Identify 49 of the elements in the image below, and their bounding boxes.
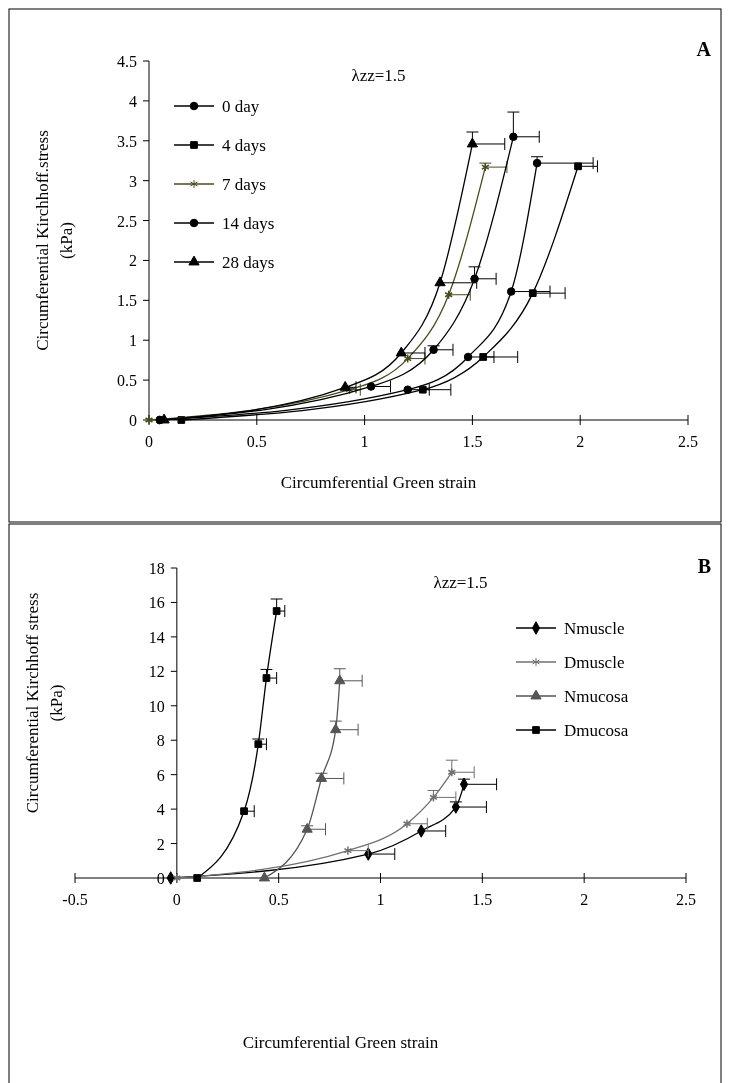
x-tick-label: 1.5 <box>462 433 483 450</box>
y-tick-label: 0.5 <box>117 372 137 390</box>
y-tick-label: 8 <box>156 732 165 750</box>
legend-label: 28 days <box>222 253 275 272</box>
y-tick-label: 10 <box>148 697 165 715</box>
x-tick-label: -0.5 <box>62 891 88 908</box>
x-tick-label: 2.5 <box>678 433 698 450</box>
y-tick-label: 14 <box>148 628 165 646</box>
y-tick-label: 3 <box>129 172 137 190</box>
y-tick-label: 1.5 <box>117 292 137 310</box>
y-tick-label: 6 <box>156 766 165 784</box>
x-tick-label: 1 <box>376 891 385 908</box>
x-axis-title: Circumferential Green strain <box>242 1033 439 1052</box>
x-tick-label: 0 <box>172 891 181 908</box>
x-tick-label: 2.5 <box>676 891 696 908</box>
y-tick-label: 4 <box>129 92 137 110</box>
x-tick-label: 0.5 <box>246 433 267 450</box>
legend-label: Dmuscle <box>564 653 625 672</box>
legend-label: 7 days <box>222 175 266 194</box>
y-tick-label: 1 <box>129 332 137 350</box>
legend-label: Nmuscle <box>564 619 625 638</box>
x-tick-label: 2 <box>576 433 585 450</box>
x-tick-label: 2 <box>580 891 589 908</box>
legend-label: Nmucosa <box>564 687 629 706</box>
y-tick-label: 2 <box>156 835 165 853</box>
y-tick-label: 0 <box>156 870 165 887</box>
x-tick-label: 1 <box>360 433 369 450</box>
x-tick-label: 1.5 <box>472 891 493 908</box>
y-tick-label: 18 <box>148 560 165 577</box>
y-tick-label: 2 <box>129 252 137 270</box>
y-tick-label: 16 <box>148 594 165 612</box>
annotation: λzz=1.5 <box>351 66 406 85</box>
text: A <box>696 38 712 60</box>
y-tick-label: 2.5 <box>117 212 137 230</box>
y-axis-title: Circumferential Kirchhoff stress (kPa) <box>23 592 66 814</box>
legend-label: Dmucosa <box>564 721 629 740</box>
y-tick-label: 4.5 <box>117 53 137 70</box>
y-tick-label: 0 <box>129 412 137 429</box>
legend-label: 14 days <box>222 214 275 233</box>
annotation: λzz=1.5 <box>433 573 488 592</box>
y-tick-label: 3.5 <box>117 132 137 150</box>
y-axis-title: Circumferential Kirchhoff.stress (kPa) <box>33 130 76 351</box>
legend-label: 0 day <box>222 97 260 116</box>
x-axis-title: Circumferential Green strain <box>280 473 477 492</box>
y-tick-label: 12 <box>148 663 165 681</box>
y-tick-label: 4 <box>156 801 165 819</box>
text: B <box>697 555 711 577</box>
x-tick-label: 0.5 <box>268 891 289 908</box>
legend-label: 4 days <box>222 136 266 155</box>
